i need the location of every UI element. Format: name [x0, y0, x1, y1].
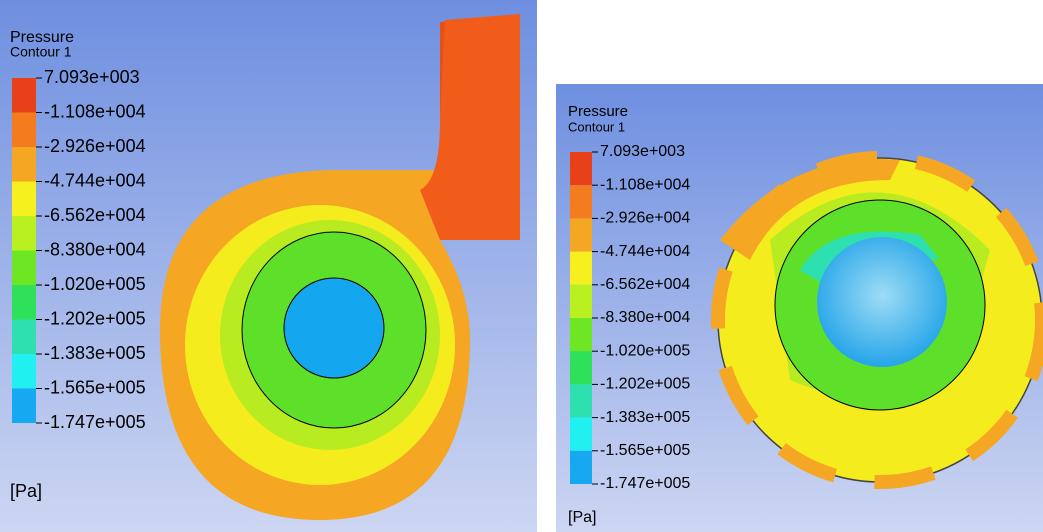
legend-label: -4.744e+004 — [600, 243, 690, 260]
legend-label: -2.926e+004 — [44, 136, 146, 156]
color-band — [570, 285, 592, 318]
color-band — [12, 78, 36, 113]
legend-label: -1.020e+005 — [600, 342, 690, 359]
legend-title: Pressure — [568, 103, 628, 120]
color-band — [12, 285, 36, 320]
legend-label: -1.747e+005 — [600, 475, 690, 492]
color-band — [570, 451, 592, 484]
legend-label: -1.747e+005 — [44, 412, 146, 432]
color-band — [570, 218, 592, 251]
legend-label: -1.108e+004 — [44, 101, 146, 121]
color-band — [12, 389, 36, 424]
color-band — [12, 216, 36, 251]
color-band — [12, 354, 36, 389]
legend-label: -1.202e+005 — [44, 308, 146, 328]
legend-subtitle: Contour 1 — [10, 44, 72, 60]
color-band — [570, 185, 592, 218]
legend-label: -4.744e+004 — [44, 170, 146, 190]
legend-label: -1.383e+005 — [44, 343, 146, 363]
legend-unit: [Pa] — [568, 509, 596, 526]
legend-label: -2.926e+004 — [600, 210, 690, 227]
color-band — [570, 152, 592, 185]
legend-label: -6.562e+004 — [600, 276, 690, 293]
legend-unit: [Pa] — [10, 481, 42, 501]
legend-subtitle: Contour 1 — [568, 119, 625, 134]
color-band — [12, 251, 36, 286]
color-band — [12, 182, 36, 217]
color-band — [570, 252, 592, 285]
color-band — [12, 113, 36, 148]
legend-label: -8.380e+004 — [600, 309, 690, 326]
legend-label: -1.565e+005 — [600, 442, 690, 459]
legend-label: -1.020e+005 — [44, 274, 146, 294]
color-band — [12, 320, 36, 355]
legend-label: -6.562e+004 — [44, 205, 146, 225]
color-band — [570, 351, 592, 384]
legend-label: 7.093e+003 — [44, 67, 140, 87]
color-band — [12, 147, 36, 182]
legend-label: -1.565e+005 — [44, 377, 146, 397]
legend-label: -1.202e+005 — [600, 376, 690, 393]
eye — [284, 278, 384, 378]
legend-label: -1.108e+004 — [600, 176, 690, 193]
hub — [817, 237, 947, 367]
color-band — [570, 384, 592, 417]
legend-label: -1.383e+005 — [600, 409, 690, 426]
color-band — [570, 318, 592, 351]
color-band — [570, 418, 592, 451]
legend-label: -8.380e+004 — [44, 239, 146, 259]
figure: PressureContour 17.093e+003-1.108e+004-2… — [0, 0, 1043, 532]
legend-label: 7.093e+003 — [600, 143, 685, 160]
